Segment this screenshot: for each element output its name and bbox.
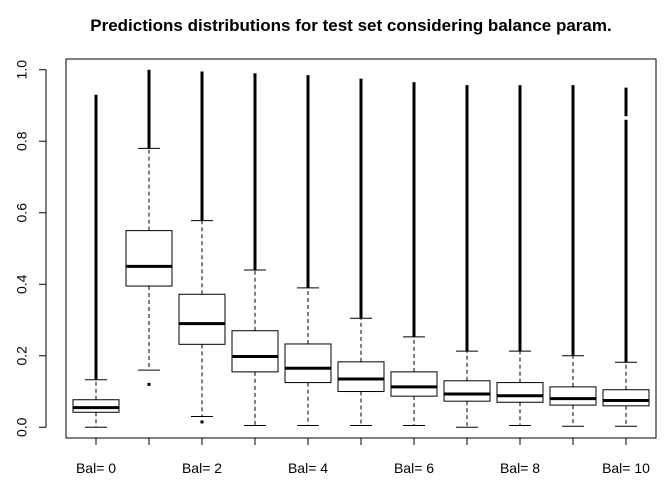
box-iqr [125, 230, 173, 287]
y-tick-label: 1.0 [14, 60, 30, 80]
box-bal-10 [602, 87, 650, 427]
boxes-group [72, 69, 650, 428]
chart-title: Predictions distributions for test set c… [90, 16, 611, 35]
box-iqr [337, 361, 385, 393]
y-tick-label: 0.6 [14, 203, 30, 223]
y-axis: 0.0 0.2 0.4 0.6 0.8 1.0 [14, 60, 47, 437]
box-bal-5 [337, 78, 385, 426]
box-bal-0 [72, 94, 120, 428]
x-tick-label: Bal= 6 [394, 460, 434, 476]
box-iqr [602, 389, 650, 407]
y-tick-label: 0.0 [14, 417, 30, 437]
x-tick-label: Bal= 4 [288, 460, 328, 476]
box-bal-3 [231, 73, 279, 426]
x-tick-label: Bal= 0 [76, 460, 116, 476]
box-iqr [284, 343, 332, 384]
box-iqr [72, 399, 120, 413]
box-bal-1 [125, 69, 173, 386]
x-tick-label: Bal= 8 [500, 460, 540, 476]
box-bal-4 [284, 75, 332, 426]
x-tick-label: Bal= 10 [602, 460, 650, 476]
y-tick-label: 0.4 [14, 274, 30, 294]
box-iqr [496, 382, 544, 403]
box-iqr [443, 380, 491, 402]
box-iqr [231, 330, 279, 373]
box-iqr [390, 371, 438, 397]
box-bal-9 [549, 85, 597, 427]
x-axis: Bal= 0 Bal= 2 Bal= 4 Bal= 6 Bal= 8 Bal= 10 [76, 437, 650, 476]
x-tick-label: Bal= 2 [182, 460, 222, 476]
y-tick-label: 0.2 [14, 346, 30, 366]
box-bal-8 [496, 85, 544, 426]
box-iqr [549, 386, 597, 406]
box-iqr [178, 293, 226, 345]
y-tick-label: 0.8 [14, 131, 30, 151]
box-bal-7 [443, 85, 491, 428]
box-bal-6 [390, 82, 438, 426]
box-bal-2 [178, 71, 226, 424]
